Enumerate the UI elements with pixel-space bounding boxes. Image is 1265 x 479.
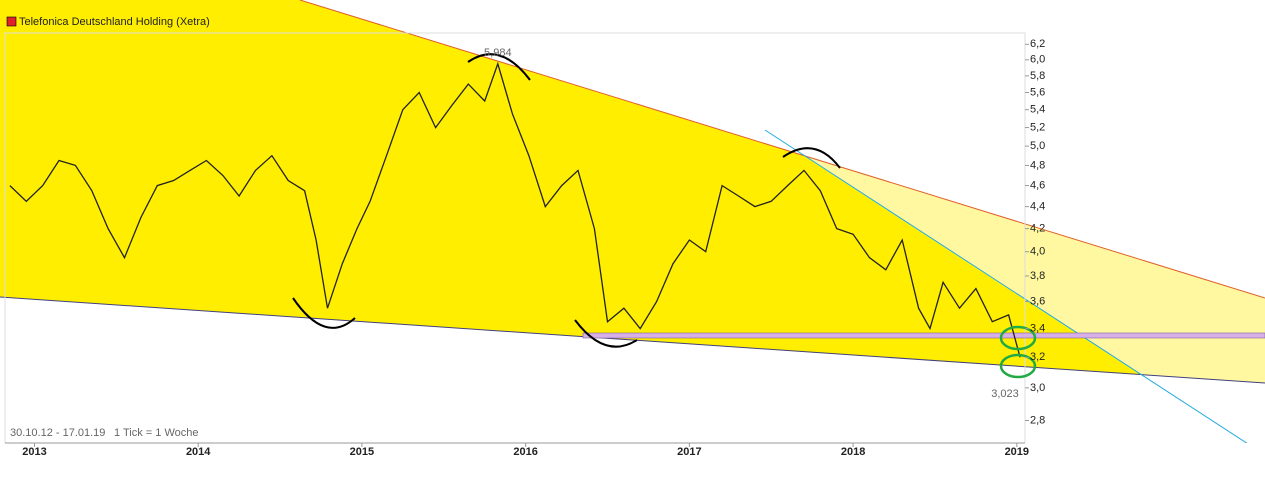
x-axis-band	[0, 443, 1265, 474]
legend-swatch	[6, 16, 17, 27]
legend-label: Telefonica Deutschland Holding (Xetra)	[19, 16, 210, 28]
y-tick-label: 2,8	[1030, 414, 1045, 426]
x-tick-label: 2019	[1005, 446, 1029, 458]
channel-fill-light	[804, 156, 1265, 383]
y-tick-label: 3,0	[1030, 382, 1045, 394]
channel-fill	[0, 0, 1141, 375]
y-tick-label: 5,4	[1030, 104, 1045, 116]
highlight-ring	[999, 325, 1037, 351]
plot	[9, 61, 1021, 358]
y-tick-label: 3,4	[1030, 323, 1045, 335]
y-tick-label: 5,8	[1030, 70, 1045, 82]
y-tick-label: 4,0	[1030, 246, 1045, 258]
y-tick-label: 3,2	[1030, 351, 1045, 363]
y-tick-label: 6,2	[1030, 38, 1045, 50]
arc	[292, 297, 356, 329]
arc	[574, 319, 638, 348]
x-tick-label: 2017	[677, 446, 701, 458]
date-range: 30.10.12 - 17.01.19	[10, 427, 105, 439]
y-tick-label: 3,8	[1030, 270, 1045, 282]
high-label: 5,984	[484, 47, 512, 59]
x-tick-label: 2016	[513, 446, 537, 458]
x-tick-label: 2018	[841, 446, 865, 458]
y-tick-label: 4,2	[1030, 223, 1045, 235]
y-tick-label: 5,2	[1030, 121, 1045, 133]
x-tick-label: 2015	[350, 446, 374, 458]
y-tick-label: 3,6	[1030, 295, 1045, 307]
tick-note: 1 Tick = 1 Woche	[114, 427, 198, 439]
annotations	[292, 53, 841, 348]
price-line	[9, 61, 1021, 358]
y-tick-label: 6,0	[1030, 54, 1045, 66]
trend-line-cyan	[764, 129, 1265, 456]
highlight-ring	[999, 353, 1037, 379]
trend-line-upper	[299, 0, 1265, 299]
y-tick-label: 4,6	[1030, 179, 1045, 191]
y-tick-label: 5,6	[1030, 86, 1045, 98]
y-tick-label: 5,0	[1030, 140, 1045, 152]
support-band	[582, 332, 1265, 339]
arc	[782, 147, 841, 169]
trend-line-lower	[0, 296, 1265, 384]
y-tick-label: 4,4	[1030, 201, 1045, 213]
x-tick-label: 2013	[22, 446, 46, 458]
arc	[467, 53, 531, 81]
x-tick-label: 2014	[186, 446, 211, 458]
low-label: 3,023	[991, 388, 1019, 400]
y-tick-label: 4,8	[1030, 159, 1045, 171]
